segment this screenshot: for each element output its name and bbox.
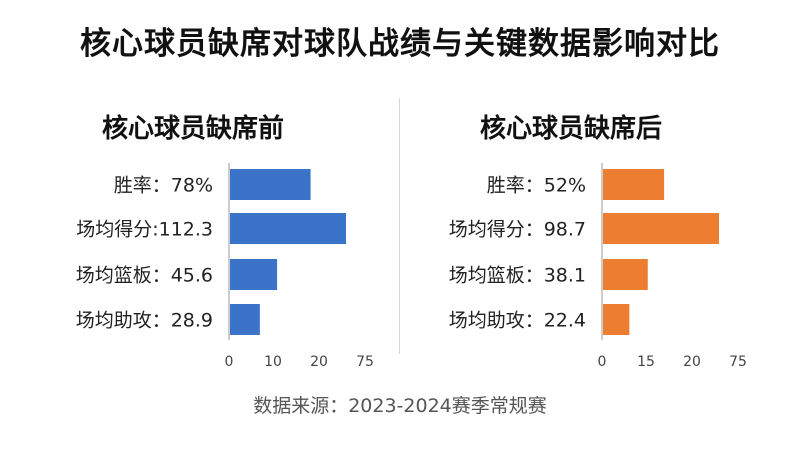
- chart-title: 核心球员缺席对球队战绩与关键数据影响对比: [80, 26, 720, 62]
- tick-label-0: 0: [225, 354, 234, 370]
- panel-divider: [399, 98, 400, 354]
- category-label-2: 场均篮板：38.1: [449, 265, 586, 287]
- bar-1: [230, 213, 346, 244]
- category-label-1: 场均得分:112.3: [76, 219, 213, 241]
- tick-label-2: 20: [310, 354, 328, 370]
- bar-0: [603, 169, 665, 200]
- tick-label-1: 10: [264, 354, 282, 370]
- category-label-3: 场均助攻：22.4: [449, 310, 586, 332]
- category-label-3: 场均助攻：28.9: [76, 310, 213, 332]
- tick-label-1: 15: [637, 354, 655, 370]
- category-label-1: 场均得分：98.7: [449, 219, 586, 241]
- panel-before: 核心球员缺席前 胜率：78% 场均得分:112.3 场均篮板：45.6 场均助攻：28…: [0, 108, 400, 378]
- panel-title-before: 核心球员缺席前: [102, 114, 285, 144]
- tick-label-2: 20: [683, 354, 701, 370]
- bar-3: [603, 304, 630, 335]
- bar-2: [603, 259, 648, 290]
- category-label-0: 胜率：52%: [487, 175, 586, 197]
- bar-chart-before: 胜率：78% 场均得分:112.3 场均篮板：45.6 场均助攻：28.9 0 10 20 7…: [76, 163, 374, 370]
- panel-title-after: 核心球员缺席后: [480, 114, 663, 144]
- data-source-note: 数据来源：2023-2024赛季常规赛: [253, 395, 547, 417]
- tick-label-3: 75: [729, 354, 747, 370]
- category-label-0: 胜率：78%: [114, 175, 213, 197]
- bar-chart-after: 胜率：52% 场均得分：98.7 场均篮板：38.1 场均助攻：22.4 0 15 20 75: [449, 163, 747, 370]
- bar-1: [603, 213, 719, 244]
- tick-label-3: 75: [356, 354, 374, 370]
- category-label-2: 场均篮板：45.6: [76, 265, 213, 287]
- tick-label-0: 0: [598, 354, 607, 370]
- panel-after: 核心球员缺席后 胜率：52% 场均得分：98.7 场均篮板：38.1 场均助攻：22.…: [400, 108, 800, 378]
- bar-2: [230, 259, 278, 290]
- bar-3: [230, 304, 260, 335]
- bar-0: [230, 169, 311, 200]
